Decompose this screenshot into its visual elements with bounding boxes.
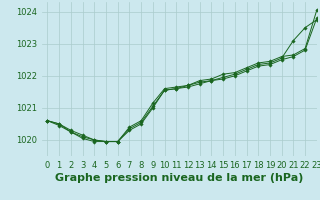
X-axis label: Graphe pression niveau de la mer (hPa): Graphe pression niveau de la mer (hPa) xyxy=(55,173,303,183)
